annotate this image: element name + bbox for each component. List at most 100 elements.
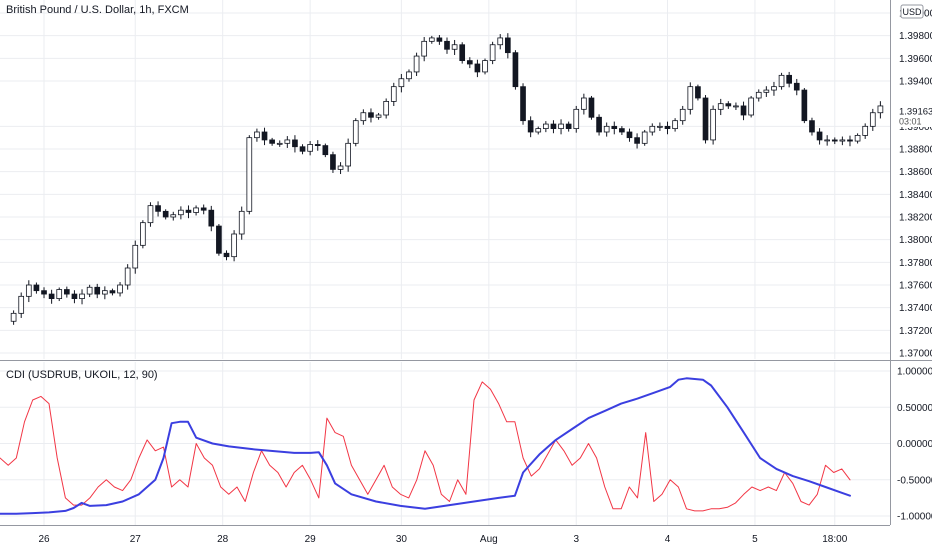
candle bbox=[839, 136, 846, 146]
candle-body-up bbox=[246, 137, 253, 212]
candle-body-up bbox=[672, 120, 678, 129]
price-axis[interactable]: 1.400001.398001.396001.394001.390001.388… bbox=[899, 9, 932, 360]
candle bbox=[740, 101, 747, 121]
candle bbox=[292, 135, 298, 153]
candle bbox=[634, 133, 640, 149]
price-tick-label: 1.37200 bbox=[899, 326, 932, 337]
candle bbox=[33, 282, 40, 294]
candle-body-up bbox=[421, 40, 428, 57]
candle-body-down bbox=[444, 40, 450, 50]
candle bbox=[444, 37, 450, 54]
candle-body-down bbox=[565, 123, 572, 129]
candle bbox=[809, 117, 815, 136]
candle bbox=[573, 105, 580, 133]
candle-body-down bbox=[200, 207, 207, 211]
candle-body-up bbox=[451, 44, 458, 50]
candle-body-up bbox=[710, 108, 716, 141]
candle-body-up bbox=[771, 86, 777, 91]
last-price-label: 1.39163 03:01 bbox=[891, 105, 932, 127]
candle-body-down bbox=[550, 123, 557, 129]
candle bbox=[18, 292, 25, 318]
candle-body-up bbox=[117, 284, 123, 294]
price-tick-label: 1.38800 bbox=[899, 145, 932, 156]
candle-body-up bbox=[360, 112, 367, 122]
candle bbox=[672, 118, 678, 132]
candle-body-up bbox=[428, 37, 435, 42]
time-tick-label: 4 bbox=[665, 534, 671, 545]
candle-body-down bbox=[71, 293, 78, 300]
candle bbox=[208, 205, 215, 232]
indicator-tick-label: 1.00000 bbox=[897, 367, 932, 378]
candle bbox=[466, 57, 473, 69]
candle-body-up bbox=[497, 37, 504, 46]
candle-body-up bbox=[86, 286, 93, 295]
price-tick-label: 1.39600 bbox=[899, 54, 932, 65]
candle-body-down bbox=[816, 131, 823, 141]
candle-body-up bbox=[558, 123, 564, 129]
candle bbox=[611, 121, 618, 135]
candle-body-down bbox=[626, 131, 633, 139]
candle-body-up bbox=[390, 86, 397, 102]
candle bbox=[428, 35, 435, 44]
candle bbox=[345, 138, 351, 172]
candle bbox=[695, 84, 701, 101]
candle bbox=[109, 288, 116, 296]
candle bbox=[550, 120, 557, 134]
candle bbox=[581, 93, 587, 115]
candle bbox=[847, 135, 853, 147]
candle bbox=[854, 133, 861, 144]
candle bbox=[619, 126, 625, 135]
candle-body-down bbox=[474, 63, 481, 73]
candle bbox=[657, 122, 663, 131]
candle-body-down bbox=[786, 74, 792, 84]
price-grid bbox=[0, 0, 890, 359]
candle-body-up bbox=[132, 244, 139, 269]
indicator-tick-label: -0.50000 bbox=[897, 475, 932, 486]
candle bbox=[626, 128, 633, 142]
candle bbox=[520, 83, 526, 125]
candle bbox=[459, 42, 466, 64]
candle-body-down bbox=[596, 116, 602, 133]
time-axis[interactable]: 26 27 28 29 30 Aug 3 4 5 18:00 bbox=[38, 534, 847, 545]
candle bbox=[390, 82, 397, 107]
candle bbox=[284, 136, 291, 148]
candle bbox=[558, 119, 564, 135]
candle bbox=[710, 105, 716, 145]
candle bbox=[778, 72, 785, 90]
candle bbox=[314, 140, 321, 151]
candle-body-down bbox=[48, 293, 55, 300]
candle-body-down bbox=[41, 290, 47, 295]
candle bbox=[86, 284, 93, 298]
candle-body-up bbox=[535, 128, 542, 133]
candle bbox=[79, 289, 85, 305]
candle-body-down bbox=[299, 146, 306, 152]
candle bbox=[269, 137, 275, 146]
candle bbox=[869, 108, 876, 131]
candle-body-up bbox=[649, 125, 656, 133]
candle-body-up bbox=[641, 131, 648, 144]
last-price-value: 1.39163 bbox=[899, 107, 932, 118]
candle-body-down bbox=[520, 86, 526, 122]
candle-body-up bbox=[25, 284, 32, 297]
candle bbox=[535, 126, 542, 135]
currency-badge-label: USD bbox=[902, 7, 922, 17]
candle-body-down bbox=[292, 139, 298, 148]
candle bbox=[223, 250, 230, 261]
candle-body-down bbox=[109, 290, 116, 294]
candle bbox=[41, 287, 47, 299]
candle-body-up bbox=[102, 290, 108, 295]
price-tick-label: 1.38000 bbox=[899, 235, 932, 246]
currency-badge[interactable]: USD bbox=[900, 4, 924, 19]
candle bbox=[102, 286, 108, 300]
candle bbox=[170, 211, 177, 221]
candle-body-down bbox=[588, 97, 595, 118]
candle-body-down bbox=[330, 154, 336, 170]
candle bbox=[254, 128, 260, 142]
indicator-axis[interactable]: 1.00000 0.50000 0.00000 -0.50000 -1.00000 bbox=[897, 367, 932, 523]
candle bbox=[117, 282, 123, 297]
candle-body-up bbox=[276, 142, 283, 145]
price-chart-title: British Pound / U.S. Dollar, 1h, FXCM bbox=[6, 4, 189, 16]
candle-body-up bbox=[717, 103, 724, 110]
candle bbox=[831, 137, 838, 145]
